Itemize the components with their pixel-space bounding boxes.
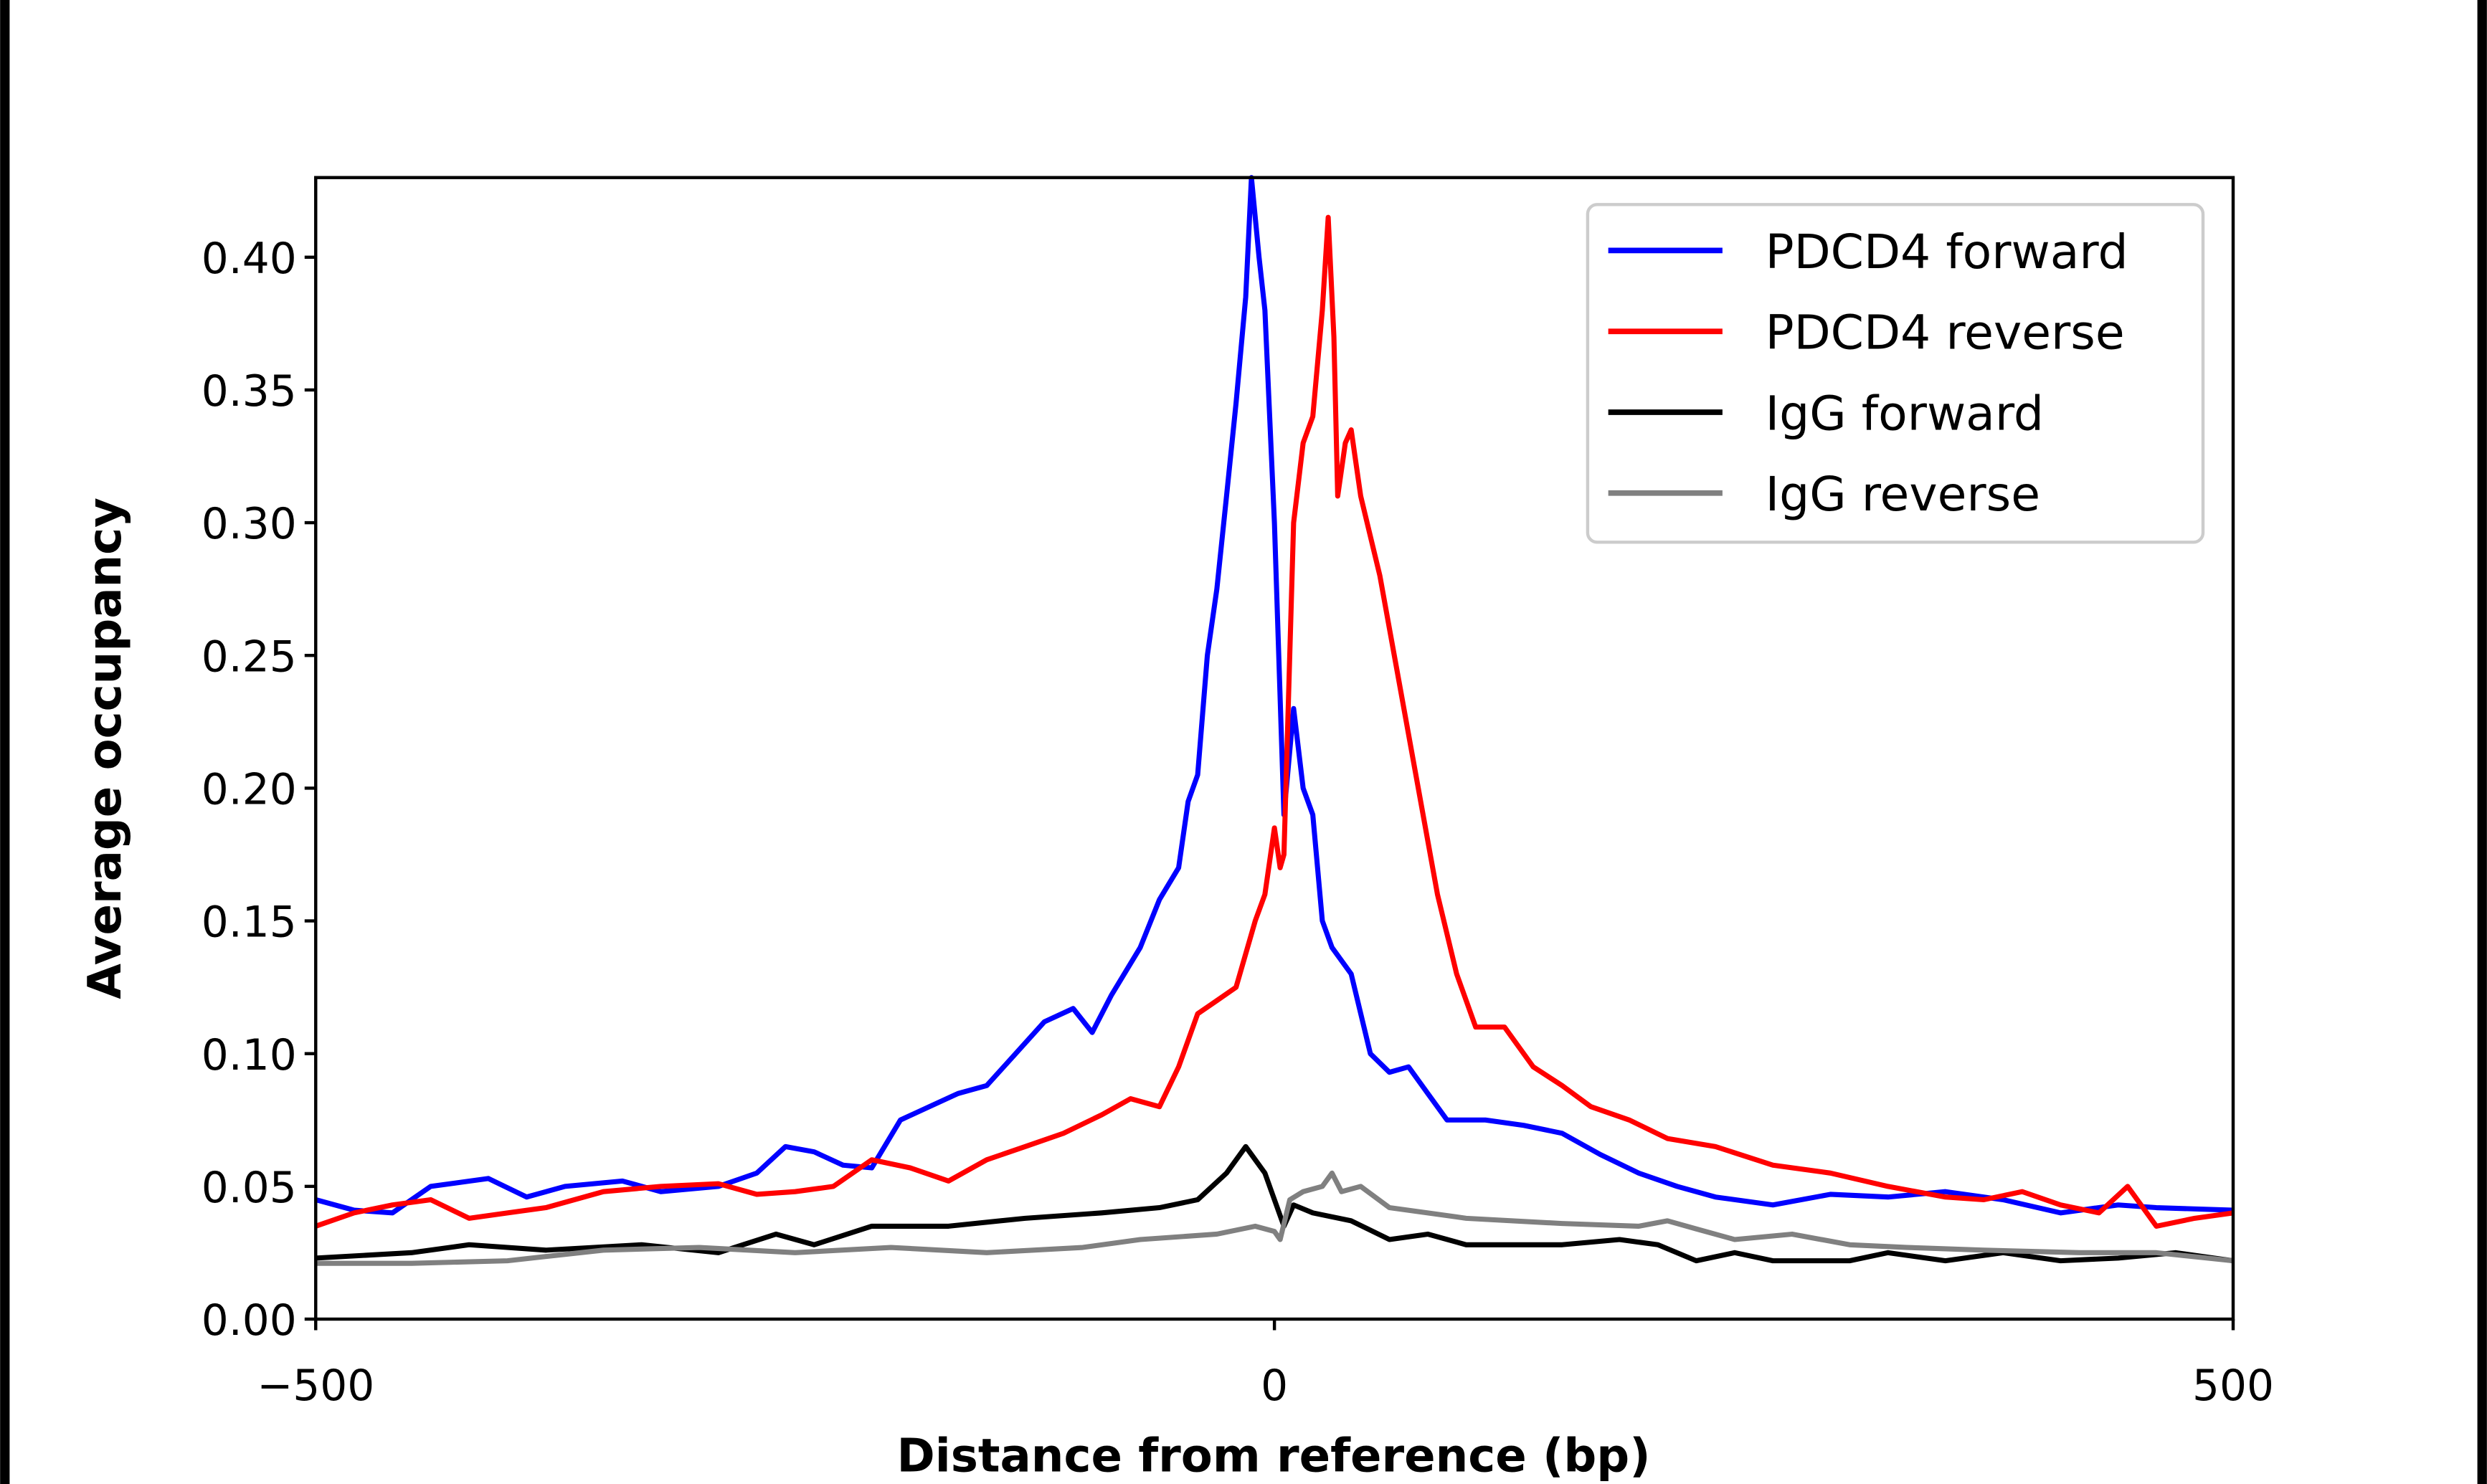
x-axis-label: Distance from reference (bp) [897,1429,1651,1483]
legend-box [1586,203,2205,544]
y-tick-label: 0.35 [202,367,297,417]
x-tick-label: −500 [257,1361,374,1411]
x-axis: −500 0 500 [257,1319,2274,1411]
y-axis: 0.00 0.05 0.10 0.15 0.20 0.25 0.30 0.35 0.40 [202,234,316,1346]
x-tick-label: 500 [2192,1361,2274,1411]
legend-label: PDCD4 reverse [1766,305,2125,361]
series-line-pdcd4-forward [315,175,2234,1216]
series-line-pdcd4-reverse [315,214,2234,1229]
series-line-igg-reverse [316,1170,2234,1266]
left-border [0,0,10,1484]
y-tick-label: 0.20 [202,766,297,815]
series-line-igg-forward [316,1143,2234,1264]
y-tick-label: 0.05 [202,1164,297,1213]
y-tick-label: 0.30 [202,500,297,549]
y-tick-label: 0.25 [202,632,297,682]
series-lines [315,175,2234,1266]
legend: PDCD4 forward PDCD4 reverse IgG forward IgG… [1586,203,2205,544]
legend-label: PDCD4 forward [1766,224,2128,280]
legend-label: IgG reverse [1766,466,2040,522]
y-tick-label: 0.15 [202,898,297,948]
right-border [2477,0,2487,1484]
legend-label: IgG forward [1766,385,2044,441]
y-axis-label: Average occupancy [78,498,132,999]
y-tick-label: 0.00 [202,1296,297,1346]
x-tick-label: 0 [1261,1361,1288,1411]
y-tick-label: 0.40 [202,234,297,284]
y-tick-label: 0.10 [202,1031,297,1080]
